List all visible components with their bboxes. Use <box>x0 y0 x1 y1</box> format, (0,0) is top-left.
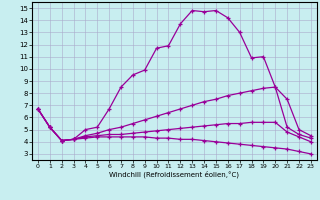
X-axis label: Windchill (Refroidissement éolien,°C): Windchill (Refroidissement éolien,°C) <box>109 171 239 178</box>
